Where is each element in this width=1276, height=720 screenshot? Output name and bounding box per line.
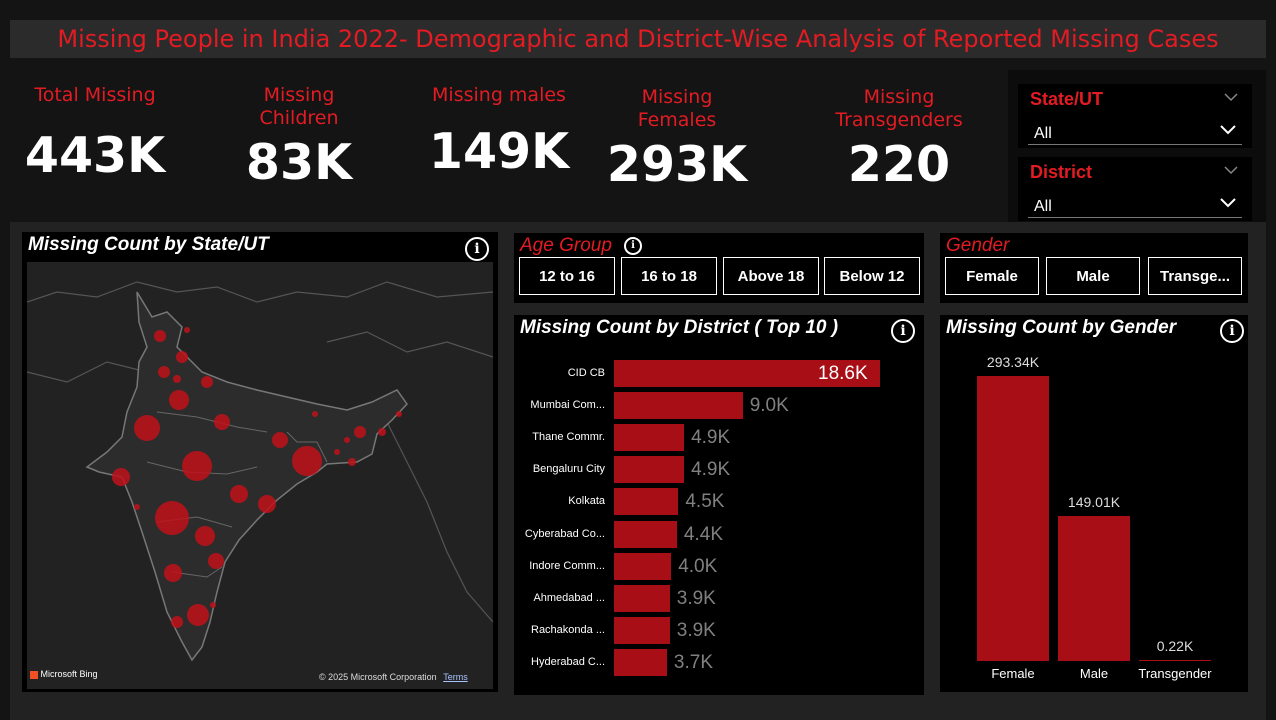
kpi-missing-females: Missing Females 293K (597, 86, 757, 193)
kpi-missing-children: Missing Children 83K (224, 84, 374, 191)
gender-bar[interactable] (1058, 516, 1130, 661)
district-bar[interactable] (614, 584, 670, 612)
gender-value-label: 149.01K (1067, 494, 1121, 511)
district-bar-chart: CID CB 18.6K Mumbai Com... 9.0K Thane Commr.… (514, 315, 924, 695)
kpi-total-missing: Total Missing 443K (20, 84, 170, 184)
district-value-label: 4.4K (683, 523, 724, 545)
gender-bar-chart: 293.34K Female 149.01K Male 0.22K Transgender (940, 315, 1248, 692)
gender-value-label: 293.34K (986, 354, 1040, 370)
kpi-label: Missing Transgenders (835, 86, 963, 131)
gender-button-transgender[interactable]: Transge... (1148, 257, 1242, 295)
district-value-label: 4.9K (691, 427, 731, 449)
kpi-value: 443K (24, 127, 166, 184)
district-slicer[interactable]: District All (1018, 157, 1252, 221)
chart-title: Missing Count by Gender (946, 317, 1177, 338)
district-value-label: 4.5K (685, 491, 725, 513)
age-group-slicer: Age Group i 12 to 16 16 to 18 Above 18 B… (514, 233, 924, 303)
state-slicer[interactable]: State/UT All (1018, 84, 1252, 148)
chart-title: Missing Count by District ( Top 10 ) (520, 317, 839, 338)
slicer-title: District (1030, 162, 1093, 182)
district-bar[interactable] (614, 392, 743, 420)
kpi-label: Missing Children (259, 84, 339, 129)
info-icon[interactable]: i (465, 237, 489, 261)
district-bar[interactable] (614, 552, 672, 580)
district-value-label: 18.6K (818, 363, 868, 384)
district-bar[interactable] (614, 488, 679, 516)
title-bar: Missing People in India 2022- Demographi… (10, 20, 1266, 58)
district-bar[interactable] (614, 520, 677, 548)
kpi-value: 83K (245, 134, 353, 191)
age-button-16-18[interactable]: 16 to 18 (621, 257, 717, 295)
district-value-label: 4.9K (691, 459, 731, 481)
kpi-missing-transgenders: Missing Transgenders 220 (824, 86, 974, 193)
district-label: Ahmedabad ... (533, 591, 605, 604)
gender-button-male[interactable]: Male (1046, 257, 1140, 295)
map-title: Missing Count by State/UT (28, 234, 269, 255)
kpi-value: 149K (428, 123, 570, 180)
gender-category-label: Female (991, 666, 1035, 681)
district-label: Rachakonda ... (531, 623, 605, 636)
kpi-value: 293K (606, 136, 748, 193)
district-label: Hyderabad C... (531, 655, 605, 668)
district-value-label: 4.0K (678, 555, 718, 577)
kpi-value: 220 (847, 136, 951, 193)
gender-bar[interactable] (977, 376, 1049, 661)
district-bar[interactable] (614, 456, 685, 484)
slicer-title: Age Group (520, 235, 612, 256)
slicer-title: State/UT (1030, 89, 1104, 109)
district-bar[interactable] (614, 424, 685, 452)
gender-category-label: Transgender (1138, 666, 1212, 681)
microsoft-logo-icon (30, 670, 38, 679)
state-dropdown[interactable]: All (1028, 116, 1242, 145)
district-dropdown[interactable]: All (1028, 189, 1242, 218)
terms-link[interactable]: Terms (443, 672, 468, 682)
chevron-down-icon[interactable] (1220, 124, 1236, 136)
district-label: Bengaluru City (532, 463, 605, 476)
india-map[interactable] (27, 262, 493, 689)
gender-slicer: Gender Female Male Transge... (940, 233, 1248, 303)
kpi-label: Total Missing (34, 84, 156, 106)
collapse-icon[interactable] (1224, 90, 1238, 104)
district-bar[interactable] (614, 360, 880, 387)
district-bar[interactable] (614, 648, 667, 676)
district-value-label: 3.7K (673, 651, 713, 673)
gender-button-female[interactable]: Female (945, 257, 1039, 295)
district-label: Kolkata (568, 495, 605, 508)
collapse-icon[interactable] (1224, 163, 1238, 177)
copyright-text: © 2025 Microsoft Corporation (319, 672, 437, 682)
dropdown-value: All (1034, 198, 1052, 215)
gender-chart-panel: Missing Count by Gender i 293.34K Female 1… (940, 315, 1248, 692)
dropdown-value: All (1034, 125, 1052, 142)
district-bar[interactable] (614, 616, 670, 644)
gender-category-label: Male (1079, 666, 1109, 681)
district-label: Cyberabad Co... (524, 527, 605, 540)
slicer-title: Gender (946, 235, 1010, 256)
district-label: Indore Comm... (529, 559, 605, 572)
map-brand: Microsoft Bing (40, 669, 98, 679)
page-title: Missing People in India 2022- Demographi… (57, 25, 1219, 53)
district-label: CID CB (567, 367, 605, 379)
map-panel: Missing Count by State/UT i (22, 232, 498, 692)
district-value-label: 9.0K (749, 395, 789, 417)
map-copyright: © 2025 Microsoft Corporation Terms (319, 672, 468, 682)
district-value-label: 3.9K (676, 619, 716, 641)
gender-bar[interactable] (1139, 660, 1211, 661)
kpi-label: Missing Females (637, 86, 717, 131)
district-chart-panel: Missing Count by District ( Top 10 ) i C… (514, 315, 924, 695)
chevron-down-icon[interactable] (1220, 197, 1236, 209)
gender-value-label: 0.22K (1156, 638, 1194, 654)
kpi-label: Missing males (432, 84, 566, 106)
age-button-above-18[interactable]: Above 18 (723, 257, 819, 295)
district-value-label: 3.9K (676, 587, 716, 609)
info-icon[interactable]: i (624, 237, 642, 255)
info-icon[interactable]: i (891, 319, 915, 343)
age-button-below-12[interactable]: Below 12 (824, 257, 920, 295)
district-label: Thane Commr. (532, 431, 605, 444)
district-label: Mumbai Com... (530, 399, 605, 412)
age-button-12-16[interactable]: 12 to 16 (519, 257, 615, 295)
bing-logo: Microsoft Bing (30, 669, 98, 679)
info-icon[interactable]: i (1220, 319, 1244, 343)
kpi-missing-males: Missing males 149K (424, 84, 574, 180)
